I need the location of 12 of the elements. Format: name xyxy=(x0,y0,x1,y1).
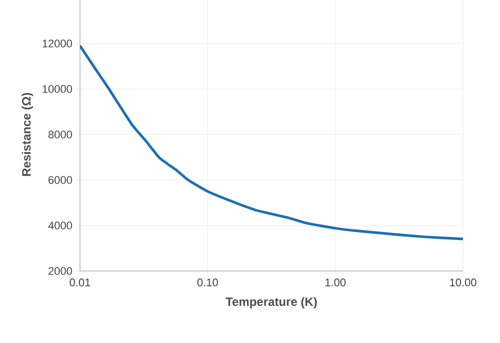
y-tick-label: 12000 xyxy=(42,40,72,48)
x-tick-label: 1.00 xyxy=(325,278,346,286)
y-tick-label: 8000 xyxy=(48,130,72,138)
y-tick-label: 2000 xyxy=(48,267,72,275)
y-tick-label: 4000 xyxy=(48,222,72,230)
y-tick-label: 6000 xyxy=(48,176,72,184)
x-tick-label: 10.00 xyxy=(450,278,476,286)
x-axis-title: Temperature (K) xyxy=(226,297,317,308)
y-axis-title: Resistance (Ω) xyxy=(22,92,34,176)
x-tick-label: 0.01 xyxy=(70,278,90,286)
y-tick-label: 10000 xyxy=(42,85,72,93)
x-tick-label: 0.10 xyxy=(197,278,218,286)
